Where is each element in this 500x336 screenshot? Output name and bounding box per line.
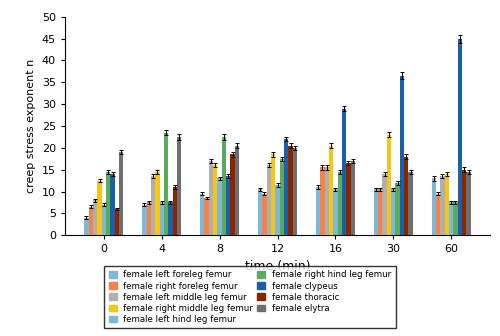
Bar: [155, 172, 160, 235]
Bar: [404, 157, 408, 235]
Bar: [119, 152, 124, 235]
Bar: [172, 187, 177, 235]
Bar: [262, 194, 266, 235]
Bar: [164, 133, 168, 235]
Bar: [320, 168, 324, 235]
Bar: [266, 165, 271, 235]
Bar: [114, 209, 119, 235]
Bar: [226, 176, 230, 235]
Bar: [204, 198, 209, 235]
Bar: [292, 148, 297, 235]
Bar: [258, 190, 262, 235]
Bar: [400, 76, 404, 235]
Bar: [440, 176, 444, 235]
Bar: [466, 172, 470, 235]
Bar: [209, 161, 213, 235]
Bar: [222, 137, 226, 235]
Bar: [142, 205, 146, 235]
Bar: [160, 202, 164, 235]
Bar: [106, 172, 110, 235]
Bar: [329, 146, 333, 235]
Bar: [102, 205, 106, 235]
Bar: [454, 202, 458, 235]
Bar: [218, 178, 222, 235]
Bar: [276, 185, 280, 235]
Bar: [146, 202, 151, 235]
Bar: [378, 190, 382, 235]
Bar: [200, 194, 204, 235]
Legend: female left foreleg femur, female right foreleg femur, female left middle leg fe: female left foreleg femur, female right …: [104, 266, 396, 328]
Bar: [432, 178, 436, 235]
Bar: [333, 190, 338, 235]
Bar: [168, 202, 172, 235]
Bar: [271, 155, 276, 235]
Y-axis label: creep stress exponent n: creep stress exponent n: [26, 59, 36, 193]
Bar: [346, 163, 350, 235]
Bar: [462, 170, 466, 235]
Bar: [151, 176, 155, 235]
Bar: [408, 172, 413, 235]
Bar: [177, 137, 182, 235]
Bar: [84, 218, 88, 235]
Bar: [324, 168, 329, 235]
Bar: [444, 174, 449, 235]
Bar: [284, 139, 288, 235]
Bar: [391, 190, 396, 235]
Bar: [396, 183, 400, 235]
Bar: [342, 109, 346, 235]
X-axis label: time (min): time (min): [245, 260, 310, 273]
Bar: [235, 146, 239, 235]
Bar: [387, 135, 391, 235]
Bar: [436, 194, 440, 235]
Bar: [280, 159, 284, 235]
Bar: [449, 202, 454, 235]
Bar: [230, 155, 235, 235]
Bar: [213, 165, 218, 235]
Bar: [374, 190, 378, 235]
Bar: [350, 161, 355, 235]
Bar: [458, 39, 462, 235]
Bar: [93, 200, 98, 235]
Bar: [110, 174, 114, 235]
Bar: [338, 172, 342, 235]
Bar: [288, 146, 292, 235]
Bar: [316, 187, 320, 235]
Bar: [88, 207, 93, 235]
Bar: [98, 181, 102, 235]
Bar: [382, 174, 387, 235]
